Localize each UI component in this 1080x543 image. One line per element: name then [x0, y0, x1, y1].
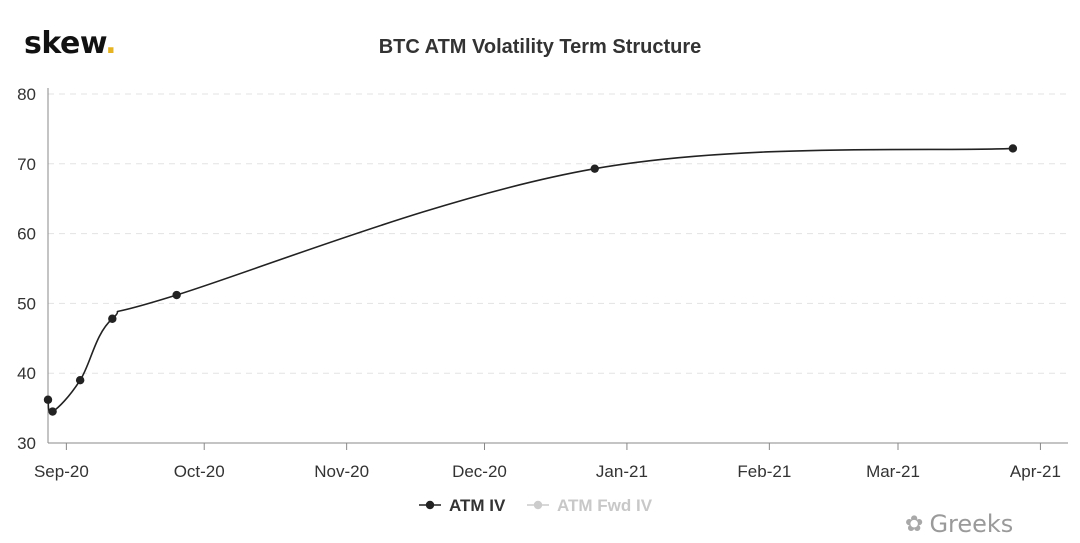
legend-label-atm-fwd-iv: ATM Fwd IV [557, 496, 653, 515]
x-tick-label: Sep-20 [34, 462, 89, 481]
logo-text: skew [24, 26, 106, 61]
skew-logo: skew. [24, 26, 117, 61]
data-point [48, 407, 57, 416]
y-tick-label: 30 [17, 434, 36, 453]
data-point [75, 375, 85, 385]
x-tick-label: Dec-20 [452, 462, 507, 481]
data-point [108, 314, 117, 323]
legend-marker-atm-fwd-iv [533, 500, 543, 510]
x-tick-label: Oct-20 [174, 462, 225, 481]
y-tick-label: 70 [17, 155, 36, 174]
legend-label-atm-iv: ATM IV [449, 496, 506, 515]
x-tick-label: Feb-21 [737, 462, 791, 481]
series-line-atm-iv [47, 147, 1013, 413]
y-tick-label: 60 [17, 225, 36, 244]
y-tick-label: 80 [17, 85, 36, 104]
wechat-icon: ✿ [905, 511, 924, 537]
x-tick-label: Jan-21 [596, 462, 648, 481]
y-tick-label: 40 [17, 364, 36, 383]
y-tick-label: 50 [17, 294, 36, 313]
logo-dot: . [105, 26, 117, 61]
data-point [43, 395, 53, 404]
data-point [172, 290, 181, 300]
x-tick-label: Nov-20 [314, 462, 369, 481]
data-point [1008, 144, 1018, 153]
watermark: ✿ Greeks [905, 510, 1013, 538]
watermark-text: Greeks [929, 510, 1014, 538]
legend-marker-atm-iv [425, 500, 435, 510]
data-point [590, 164, 599, 173]
x-tick-label: Apr-21 [1010, 462, 1061, 481]
x-tick-label: Mar-21 [866, 462, 920, 481]
chart-title: BTC ATM Volatility Term Structure [378, 36, 702, 58]
